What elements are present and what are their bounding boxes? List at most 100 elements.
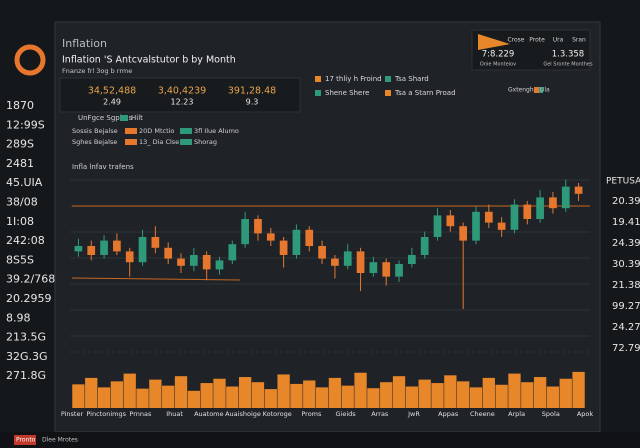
- footer-item: Pronto: [16, 437, 36, 444]
- volume-bar: [521, 382, 534, 408]
- legend-swatch: [385, 76, 391, 82]
- candle-body: [536, 197, 544, 219]
- volume-bar: [187, 390, 200, 408]
- filter-swatch[interactable]: [125, 128, 137, 134]
- x-tick-label: Apok: [577, 410, 594, 418]
- chart-legend-swatch: [534, 87, 539, 93]
- summary-label: Gel Sronte Monthes: [543, 62, 593, 68]
- right-value: 30.39: [612, 259, 640, 270]
- x-tick-label: Arpla: [508, 410, 525, 418]
- x-tick-label: Arras: [371, 410, 389, 418]
- volume-bar: [264, 389, 277, 408]
- left-value: 32G.3G: [6, 350, 48, 363]
- left-value: 39.2/768: [6, 273, 55, 286]
- volume-bar: [341, 385, 354, 408]
- filter-title: UnFgce Sgphes: [78, 114, 132, 122]
- left-value: 242:08: [6, 234, 45, 247]
- stat-sub: 12.23: [171, 98, 194, 107]
- x-tick-label: Cheene: [470, 410, 495, 418]
- summary-header: Sran: [572, 37, 586, 44]
- volume-bar: [392, 376, 406, 408]
- filter-swatch[interactable]: [125, 139, 137, 145]
- x-tick-label: Pinster: [61, 410, 84, 418]
- x-tick-label: Auaishoige: [225, 410, 261, 418]
- candle-body: [202, 255, 211, 270]
- candle-body: [151, 237, 160, 248]
- volume-bar: [354, 372, 367, 408]
- stat-sub: 9.3: [246, 98, 259, 107]
- candle-body: [87, 246, 96, 255]
- filter-label: 13_ Dia Clse: [139, 138, 179, 146]
- candle-body: [241, 219, 249, 245]
- legend-label: Shene Shere: [325, 89, 369, 97]
- right-value: 24.39: [612, 238, 640, 249]
- left-value: 271.8G: [6, 369, 46, 382]
- right-value: 24.27: [612, 322, 640, 333]
- volume-bar: [572, 371, 585, 408]
- candle-body: [189, 255, 198, 266]
- volume-bar: [277, 374, 290, 408]
- candle-body: [113, 240, 121, 252]
- candle-body: [164, 247, 173, 259]
- left-value: 38/08: [6, 196, 38, 209]
- candle-body: [395, 264, 403, 277]
- volume-bar: [546, 386, 560, 408]
- volume-bar: [303, 380, 316, 408]
- candle-body: [459, 226, 468, 241]
- candle-body: [510, 204, 519, 230]
- volume-bar: [85, 377, 98, 408]
- candle-body: [408, 255, 416, 264]
- volume-bar: [251, 382, 265, 408]
- candle-body: [318, 246, 326, 259]
- footer-badge[interactable]: [14, 435, 36, 445]
- left-value: 1870: [6, 99, 34, 112]
- volume-bar: [418, 379, 431, 408]
- volume-bar: [508, 373, 521, 408]
- filter-label: Sghes Bejalse: [72, 138, 117, 146]
- x-tick-label: Gieids: [336, 410, 357, 418]
- volume-bar: [469, 387, 483, 408]
- left-value: 8S5S: [6, 253, 34, 266]
- x-tick-label: Kotoroge: [263, 410, 292, 418]
- x-tick-label: Spola: [542, 410, 560, 418]
- left-value: 45.UIA: [6, 176, 43, 189]
- volume-bar: [444, 375, 457, 408]
- volume-bar: [123, 373, 136, 408]
- volume-bar: [226, 386, 239, 408]
- legend-label: Tsa a Starn Proad: [394, 89, 456, 97]
- footer-bar: [0, 432, 640, 448]
- x-tick-label: Proms: [301, 410, 322, 418]
- candle-body: [497, 222, 506, 230]
- filter-swatch[interactable]: [180, 139, 192, 145]
- filter-swatch[interactable]: [180, 128, 192, 134]
- volume-bar: [149, 379, 162, 408]
- volume-bar: [380, 382, 393, 408]
- summary-icon: [478, 34, 510, 50]
- stat-sub: 2.49: [103, 98, 121, 107]
- candle-body: [433, 215, 442, 237]
- summary-header: Crose: [507, 37, 524, 44]
- x-tick-label: Auatome: [194, 410, 223, 418]
- candle-body: [343, 251, 352, 266]
- candle-body: [74, 246, 83, 252]
- summary-value: 1.3.358: [552, 50, 584, 60]
- volume-bar: [238, 377, 252, 408]
- volume-bar: [495, 384, 508, 408]
- filter-label: 20D Mtctio: [139, 127, 174, 135]
- candle-body: [138, 237, 147, 263]
- volume-bar: [559, 378, 572, 408]
- candle-body: [420, 237, 429, 255]
- filter-swatch[interactable]: [120, 115, 128, 121]
- left-value: 289S: [6, 138, 34, 151]
- chart-legend-label: Ula: [540, 87, 550, 94]
- stat-value: 34,52,488: [88, 86, 136, 97]
- right-value: 20.39: [612, 196, 640, 207]
- footer-item: Dlee Mrotes: [42, 437, 78, 444]
- stat-value: 3,40,4239: [158, 86, 206, 97]
- legend-swatch: [315, 90, 321, 96]
- candle-body: [446, 215, 455, 227]
- left-value: 12:99S: [6, 118, 45, 131]
- left-value: 213.5G: [6, 331, 46, 344]
- reference-line: [71, 277, 241, 281]
